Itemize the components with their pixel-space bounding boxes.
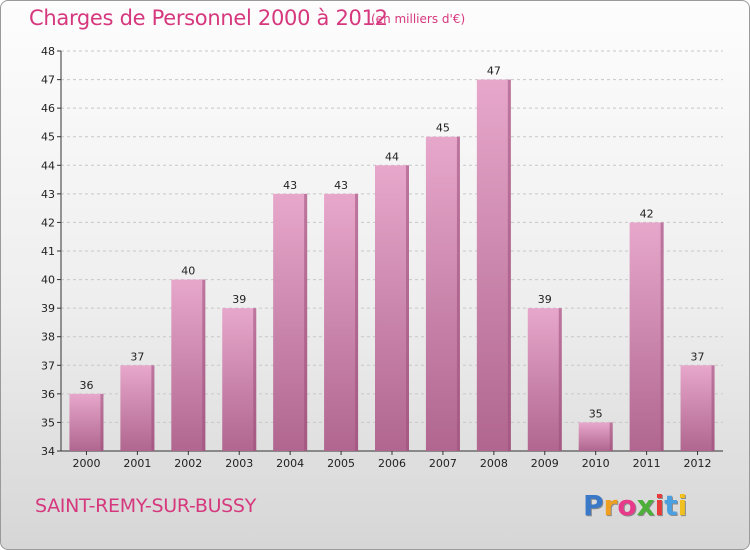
bar-edge — [253, 308, 257, 451]
bar-edge — [711, 365, 715, 451]
bar — [578, 422, 613, 451]
bar-edge — [558, 308, 562, 451]
x-tick-label: 2010 — [582, 457, 610, 470]
bar-edge — [456, 136, 460, 451]
data-label: 43 — [283, 179, 297, 192]
y-tick-label: 42 — [41, 216, 55, 229]
data-label: 37 — [691, 350, 705, 363]
bar — [171, 279, 206, 451]
bar — [69, 393, 104, 451]
x-tick-label: 2006 — [378, 457, 406, 470]
bar-edge — [304, 193, 308, 451]
chart-title: Charges de Personnel 2000 à 2012 — [29, 6, 388, 30]
bar-edge — [660, 222, 664, 451]
data-label: 40 — [181, 265, 195, 278]
x-tick-label: 2007 — [429, 457, 457, 470]
x-tick-label: 2009 — [531, 457, 559, 470]
logo-letter: r — [603, 489, 618, 522]
logo-letter: t — [664, 489, 678, 522]
data-label: 45 — [436, 122, 450, 135]
x-tick-label: 2012 — [684, 457, 712, 470]
bar — [324, 193, 359, 451]
bar-edge — [355, 193, 359, 451]
y-tick-label: 45 — [41, 131, 55, 144]
proxiti-logo: Proxiti — [583, 489, 687, 522]
y-tick-label: 37 — [41, 359, 55, 372]
y-tick-label: 35 — [41, 416, 55, 429]
bar — [476, 79, 511, 452]
y-tick-label: 40 — [41, 274, 55, 287]
bar-edge — [151, 365, 155, 451]
x-tick-label: 2008 — [480, 457, 508, 470]
data-label: 43 — [334, 179, 348, 192]
bar-edge — [202, 279, 206, 451]
logo-letter: i — [654, 489, 665, 522]
y-tick-label: 43 — [41, 188, 55, 201]
x-tick-label: 2005 — [327, 457, 355, 470]
bar — [527, 308, 562, 451]
bar — [120, 365, 155, 451]
chart-subtitle: (en milliers d'€) — [371, 12, 466, 26]
logo-letter: x — [636, 489, 655, 522]
y-tick-label: 38 — [41, 331, 55, 344]
bar — [425, 136, 460, 451]
x-tick-label: 2003 — [225, 457, 253, 470]
bar — [680, 365, 715, 451]
data-label: 36 — [79, 379, 93, 392]
x-tick-label: 2000 — [72, 457, 100, 470]
bar — [273, 193, 308, 451]
commune-name: SAINT-REMY-SUR-BUSSY — [35, 495, 256, 517]
y-tick-label: 46 — [41, 102, 55, 115]
bar-edge — [100, 393, 104, 451]
bar — [375, 165, 409, 452]
data-label: 42 — [640, 207, 654, 220]
x-tick-label: 2011 — [633, 457, 661, 470]
data-label: 47 — [487, 65, 501, 78]
bar — [222, 308, 257, 451]
y-tick-label: 47 — [41, 74, 55, 87]
data-label: 39 — [538, 293, 552, 306]
y-tick-label: 39 — [41, 302, 55, 315]
y-tick-label: 48 — [41, 45, 55, 58]
y-tick-label: 36 — [41, 388, 55, 401]
bar — [629, 222, 664, 451]
x-tick-label: 2004 — [276, 457, 304, 470]
y-tick-label: 44 — [41, 159, 55, 172]
y-tick-label: 34 — [41, 445, 55, 458]
logo-letter: o — [617, 489, 637, 522]
bar-edge — [609, 422, 613, 451]
data-label: 44 — [385, 150, 399, 163]
bar-edge — [507, 79, 511, 452]
y-tick-label: 41 — [41, 245, 55, 258]
logo-letter: i — [677, 489, 688, 522]
logo-letter: P — [583, 489, 604, 522]
x-tick-label: 2001 — [123, 457, 151, 470]
data-label: 39 — [232, 293, 246, 306]
x-tick-label: 2002 — [174, 457, 202, 470]
data-label: 35 — [589, 407, 603, 420]
bar-edge — [406, 165, 409, 452]
data-label: 37 — [130, 350, 144, 363]
